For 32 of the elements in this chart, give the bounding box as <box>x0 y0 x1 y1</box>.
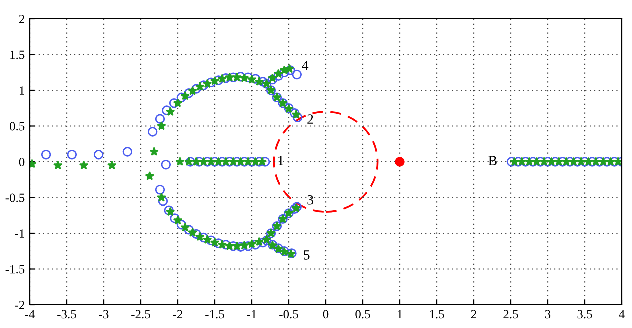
y-tick-label: -1 <box>15 230 24 238</box>
x-tick-label: 0 <box>323 310 329 319</box>
annotation: 1 <box>278 156 284 166</box>
x-tick-label: 1.5 <box>430 310 444 319</box>
y-tick-label: 1 <box>20 86 24 95</box>
x-tick-label: -0.5 <box>280 310 298 319</box>
y-tick-label: -1.5 <box>6 265 25 274</box>
x-tick-label: -3.5 <box>58 310 76 319</box>
x-tick-label: -3 <box>99 310 109 319</box>
x-tick-label: 1 <box>398 310 402 319</box>
x-tick-label: 3.5 <box>578 310 592 319</box>
x-tick-label: -1.5 <box>206 310 224 319</box>
y-tick-label: 0 <box>19 158 25 166</box>
x-tick-label: 4 <box>619 310 625 319</box>
x-tick-label: 0.5 <box>356 310 370 319</box>
y-tick-label: -0.5 <box>6 194 25 202</box>
x-tick-label: -4 <box>25 310 36 319</box>
y-tick-label: -2 <box>15 301 24 310</box>
x-tick-label: 2 <box>471 310 476 319</box>
x-tick-label: -1 <box>247 310 256 319</box>
y-tick-label: 1.5 <box>10 50 25 60</box>
x-tick-label: 2.5 <box>504 310 518 319</box>
annotation: 2 <box>308 114 314 124</box>
x-tick-label: -2 <box>173 310 183 319</box>
annotation: 4 <box>302 61 309 70</box>
y-tick-label: 2 <box>19 15 24 24</box>
x-tick-label: 3 <box>545 310 551 319</box>
annotation: 5 <box>304 250 310 260</box>
y-tick-label: 0.5 <box>10 122 25 131</box>
annotation: B <box>488 156 497 166</box>
annotation: 3 <box>308 195 314 205</box>
x-tick-label: -2.5 <box>132 310 150 319</box>
